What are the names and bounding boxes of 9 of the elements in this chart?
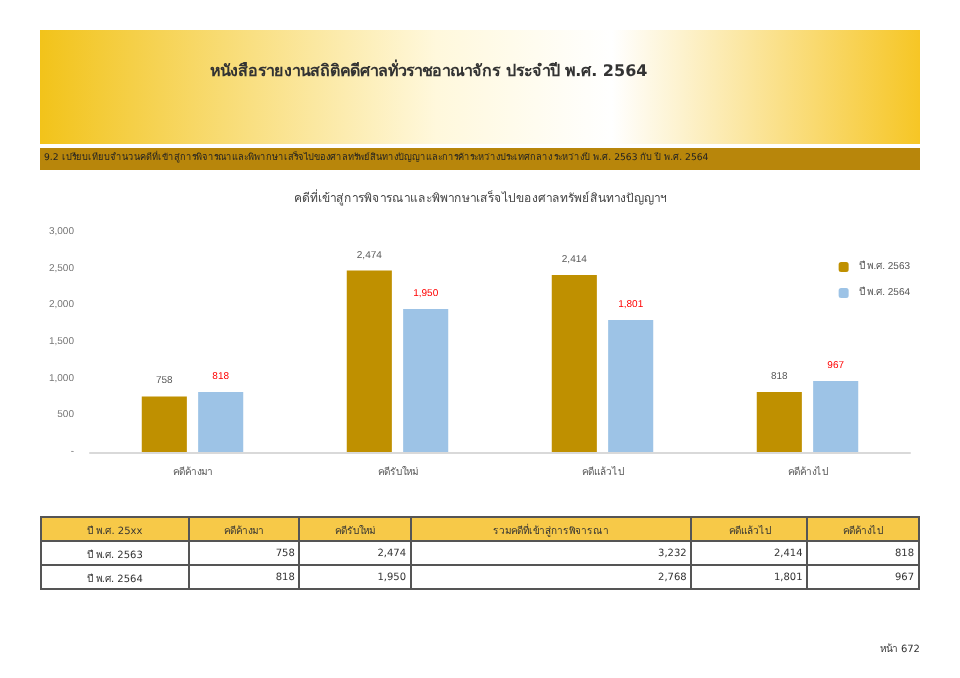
bar	[551, 274, 597, 452]
text: หนังสือรายงานสถิติคดีศาลทั่วราชอาณาจักร ประจำปี พ.ศ. 2564	[210, 58, 648, 84]
bar	[198, 392, 244, 452]
bar	[813, 381, 859, 452]
bar	[403, 309, 449, 452]
bar	[346, 270, 392, 452]
bar	[608, 319, 654, 452]
bar	[141, 396, 187, 452]
bar	[756, 392, 802, 452]
